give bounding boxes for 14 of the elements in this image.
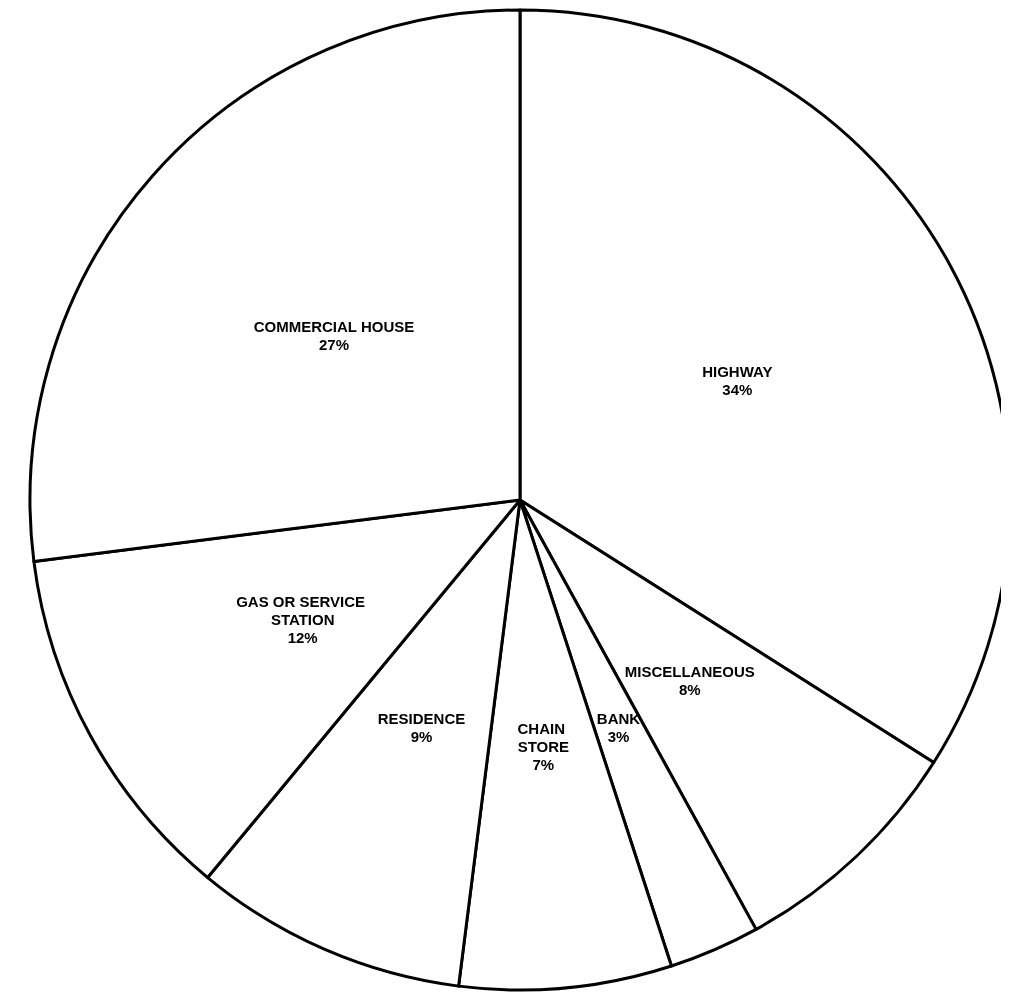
slice-label: GAS OR SERVICE STATION bbox=[236, 592, 370, 628]
slice-label: RESIDENCE bbox=[377, 710, 466, 728]
data-label: 7% bbox=[532, 756, 555, 774]
data-label: 3% bbox=[607, 728, 630, 746]
slice-label: COMMERCIAL HOUSE bbox=[253, 318, 415, 336]
data-label: 27% bbox=[318, 336, 349, 354]
data-label: 12% bbox=[287, 628, 318, 646]
data-label: 8% bbox=[678, 681, 701, 699]
slice-label: MISCELLANEOUS bbox=[624, 663, 755, 681]
data-label: 9% bbox=[410, 728, 433, 746]
data-label: 34% bbox=[722, 381, 753, 399]
slice-label: HIGHWAY bbox=[702, 363, 773, 381]
slice-label: BANK bbox=[596, 710, 641, 728]
slice-label: CHAIN STORE bbox=[517, 720, 570, 756]
